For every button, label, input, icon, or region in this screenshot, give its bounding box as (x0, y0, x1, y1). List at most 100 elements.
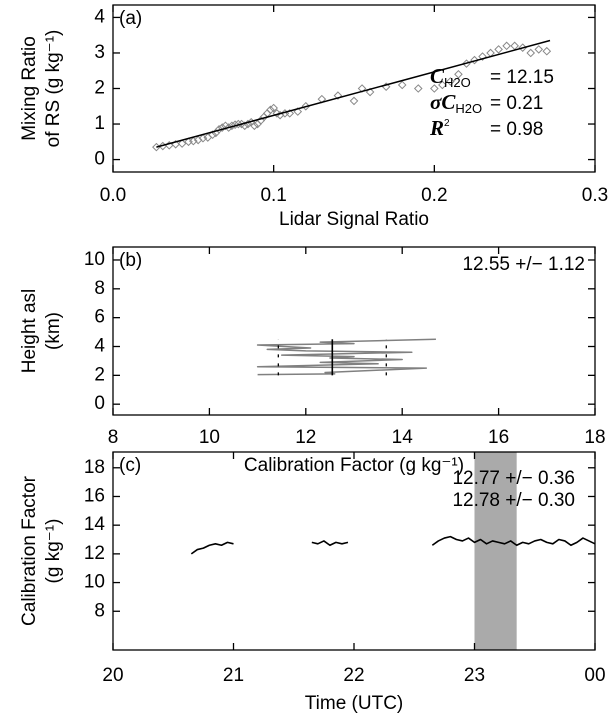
data-point (518, 43, 528, 52)
stat-symbol: σC (430, 90, 456, 114)
stat-value: = 0.98 (490, 119, 543, 140)
data-point (494, 45, 503, 54)
data-point (438, 80, 447, 90)
data-point (266, 105, 275, 115)
y-tick-label: 14 (84, 514, 106, 535)
x-tick-label: 12 (295, 427, 316, 448)
panel-label: (c) (119, 455, 141, 476)
fit-stat: R2 (429, 116, 450, 140)
data-point (217, 123, 227, 132)
y-tick-label: 6 (94, 307, 105, 328)
data-point (234, 119, 243, 129)
data-point (470, 55, 479, 65)
x-axis-label: Lidar Signal Ratio (279, 209, 429, 230)
y-tick-label: 18 (84, 457, 105, 478)
stat-symbol: R (429, 116, 444, 140)
fit-stat: σCH2O (430, 90, 482, 117)
axes-frame (112, 246, 596, 416)
y-tick-label: 12 (84, 543, 105, 564)
axes-frame (112, 4, 596, 173)
stat-value: = 12.15 (490, 67, 554, 88)
data-point (526, 48, 536, 58)
annotation: 12.77 +/− 0.36 (452, 468, 575, 489)
y-tick-label: 1 (94, 113, 105, 134)
y-axis-label: of RS (g kg⁻¹) (43, 30, 64, 148)
axes-frame (112, 451, 596, 651)
series-line (431, 535, 595, 547)
data-point (510, 41, 519, 51)
data-point (397, 80, 407, 90)
y-tick-label: 0 (94, 149, 105, 170)
stat-subscript: H2O (455, 101, 482, 116)
x-tick-label: 16 (488, 427, 509, 448)
data-point (227, 121, 237, 131)
y-tick-label: 0 (94, 393, 105, 414)
stat-symbol: C (430, 64, 445, 88)
data-point (454, 69, 463, 79)
stat-superscript: 2 (444, 118, 450, 129)
y-tick-label: 8 (94, 278, 105, 299)
data-point (333, 91, 343, 100)
data-point (430, 84, 439, 93)
data-point (250, 121, 259, 131)
data-point (478, 52, 487, 61)
stat-subscript: H2O (444, 75, 471, 90)
x-tick-label: 0.0 (100, 185, 126, 206)
y-axis-label: (km) (43, 312, 64, 350)
x-tick-label: 10 (199, 427, 220, 448)
series-line (311, 540, 349, 547)
y-tick-label: 10 (84, 249, 105, 270)
x-tick-label: 23 (464, 665, 485, 686)
x-axis-label: Time (UTC) (305, 693, 404, 714)
y-axis-label: Mixing Ratio (19, 36, 40, 141)
highlight-band (474, 452, 517, 650)
x-tick-label: 18 (584, 427, 605, 448)
y-tick-label: 10 (84, 572, 105, 593)
data-point (189, 136, 198, 146)
y-tick-label: 3 (94, 42, 105, 63)
panel-label: (a) (119, 8, 142, 29)
plot-area (190, 452, 595, 650)
plot-area (152, 39, 552, 152)
x-tick-label: 00 (584, 665, 605, 686)
panel-label: (b) (119, 250, 142, 271)
data-point (365, 87, 375, 97)
x-tick-label: 8 (108, 427, 119, 448)
series-line (190, 541, 234, 555)
data-point (534, 45, 544, 54)
annotation: 12.78 +/− 0.30 (452, 490, 575, 511)
x-tick-label: 0.2 (421, 185, 447, 206)
annotation: 12.55 +/− 1.12 (462, 254, 585, 275)
data-point (214, 125, 224, 134)
data-point (502, 41, 511, 51)
data-point (208, 130, 217, 139)
data-point (177, 139, 187, 148)
y-axis-label: (g kg⁻¹) (43, 519, 64, 584)
plot-area (256, 338, 436, 376)
data-point (269, 103, 278, 113)
y-tick-label: 8 (94, 600, 105, 621)
y-tick-label: 2 (94, 364, 105, 385)
data-point (301, 101, 311, 111)
profile-line (256, 338, 436, 376)
y-tick-label: 2 (94, 78, 105, 99)
fit-line (156, 39, 551, 148)
data-point (349, 96, 359, 106)
data-point (542, 46, 552, 56)
x-tick-label: 14 (392, 427, 414, 448)
x-tick-label: 21 (223, 665, 244, 686)
data-point (446, 77, 455, 86)
fit-stat: CH2O (430, 64, 471, 91)
x-axis-label: Calibration Factor (g kg⁻¹) (244, 455, 464, 476)
x-tick-label: 22 (343, 665, 364, 686)
data-point (293, 107, 303, 116)
x-tick-label: 0.3 (582, 185, 608, 206)
x-tick-label: 0.1 (260, 185, 286, 206)
y-tick-label: 4 (94, 6, 105, 27)
data-point (413, 84, 423, 93)
stat-value: = 0.21 (490, 93, 543, 114)
data-point (230, 120, 240, 130)
y-axis-label: Calibration Factor (19, 475, 40, 626)
x-tick-label: 20 (102, 665, 123, 686)
